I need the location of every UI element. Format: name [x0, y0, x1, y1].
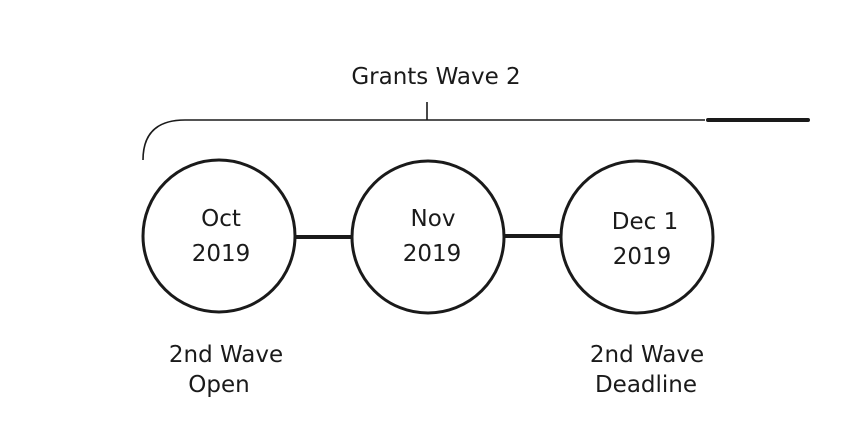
caption-line: 2nd Wave — [590, 342, 704, 368]
milestone-month: Nov — [411, 206, 456, 232]
milestone-circle — [559, 159, 715, 315]
caption-line: Open — [188, 372, 249, 398]
caption-wave-deadline: 2nd Wave Deadline — [590, 342, 704, 398]
milestone-year: 2019 — [613, 244, 672, 270]
milestone-month: Oct — [201, 206, 241, 232]
caption-wave-open: 2nd Wave Open — [169, 342, 283, 398]
milestone-month: Dec 1 — [612, 209, 678, 235]
milestone-oct-2019: Oct 2019 — [141, 158, 297, 314]
diagram-title: Grants Wave 2 — [351, 64, 520, 90]
caption-line: 2nd Wave — [169, 342, 283, 368]
milestone-circle — [350, 159, 506, 315]
milestone-nov-2019: Nov 2019 — [350, 159, 506, 315]
milestone-year: 2019 — [192, 241, 251, 267]
milestone-year: 2019 — [403, 241, 462, 267]
milestone-circle — [141, 158, 297, 314]
milestone-dec-1-2019: Dec 1 2019 — [559, 159, 715, 315]
caption-line: Deadline — [595, 372, 697, 398]
wave-bracket — [142, 102, 810, 161]
